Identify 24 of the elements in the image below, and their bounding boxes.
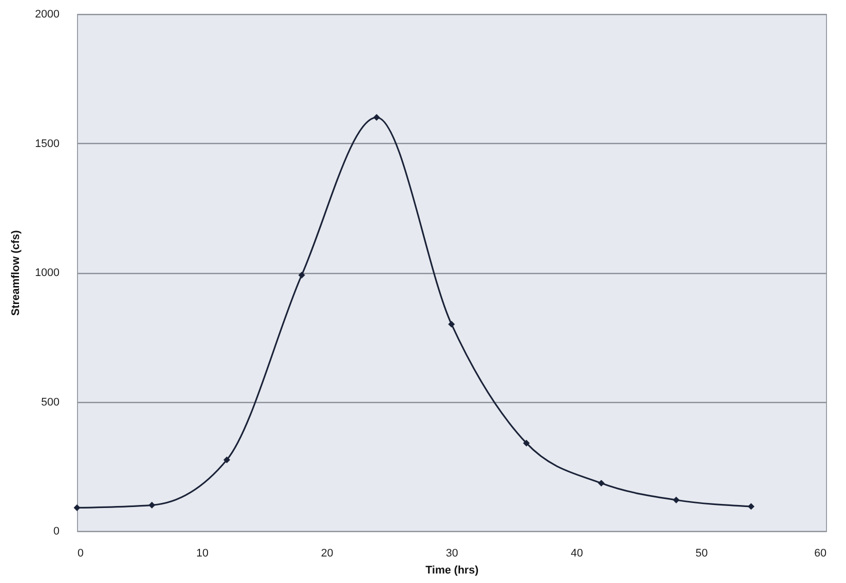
point — [298, 272, 306, 278]
point — [223, 456, 230, 464]
x-tick-label: 10 — [196, 548, 208, 560]
y-tick-label: 1000 — [35, 267, 60, 279]
x-tick-label: 0 — [78, 548, 84, 560]
x-axis-title: Time (hrs) — [426, 564, 479, 576]
y-tick-label: 1500 — [35, 138, 60, 150]
point — [448, 320, 455, 328]
y-tick-label: 0 — [53, 526, 60, 538]
point — [672, 496, 680, 504]
point — [148, 502, 156, 509]
point — [598, 480, 605, 487]
x-tick-label: 60 — [814, 548, 826, 560]
y-tick-label: 2000 — [35, 8, 60, 20]
x-tick-label: 20 — [321, 548, 334, 560]
x-tick-label: 40 — [570, 548, 583, 560]
y-tick-label: 500 — [41, 396, 60, 408]
x-tick-label: 50 — [696, 548, 708, 560]
point — [373, 114, 380, 121]
point — [523, 440, 530, 446]
y-axis-title: Streamflow (cfs) — [10, 230, 22, 316]
x-tick-label: 30 — [446, 548, 458, 560]
point — [748, 503, 754, 510]
point — [74, 504, 80, 512]
